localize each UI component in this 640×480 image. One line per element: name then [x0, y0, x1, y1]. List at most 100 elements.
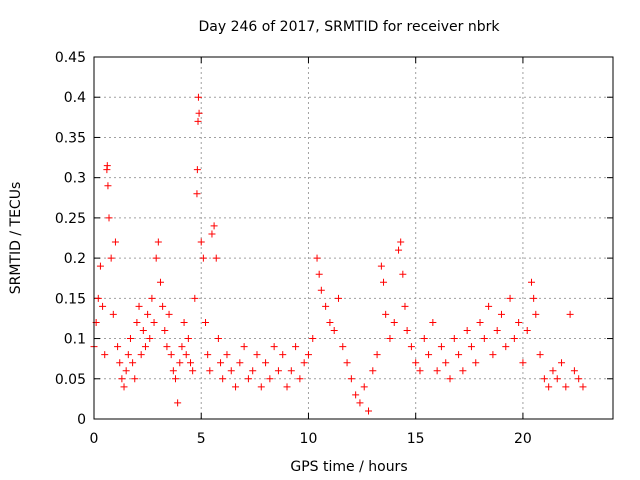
data-point: [129, 359, 137, 367]
data-point: [150, 318, 158, 326]
y-tick-label: 0.45: [55, 50, 86, 66]
data-point: [139, 327, 147, 335]
data-point: [111, 238, 119, 246]
data-point: [156, 278, 164, 286]
data-point: [399, 270, 407, 278]
data-point: [223, 351, 231, 359]
data-point: [467, 343, 475, 351]
data-point: [94, 294, 102, 302]
data-point: [523, 327, 531, 335]
data-point: [463, 327, 471, 335]
data-point: [137, 351, 145, 359]
data-point: [109, 310, 117, 318]
data-point: [118, 375, 126, 383]
data-point: [120, 383, 128, 391]
data-point: [506, 294, 514, 302]
data-point: [300, 359, 308, 367]
data-point: [493, 327, 501, 335]
data-point: [126, 335, 134, 343]
data-point: [96, 262, 104, 270]
data-point: [101, 351, 109, 359]
data-point: [356, 399, 364, 407]
plot-frame: [93, 56, 614, 420]
data-point: [515, 318, 523, 326]
data-point: [412, 359, 420, 367]
data-point: [152, 254, 160, 262]
data-point: [420, 335, 428, 343]
y-tick-label: 0.2: [64, 251, 86, 267]
data-point: [279, 351, 287, 359]
y-tick-label: 0.35: [55, 130, 86, 146]
data-point: [558, 359, 566, 367]
data-point: [519, 359, 527, 367]
data-point: [219, 375, 227, 383]
data-point: [566, 310, 574, 318]
data-point: [244, 375, 252, 383]
y-tick-label: 0: [77, 412, 86, 428]
data-point: [104, 182, 112, 190]
data-point: [217, 359, 225, 367]
data-point: [283, 383, 291, 391]
data-point: [317, 286, 325, 294]
data-point: [450, 335, 458, 343]
x-axis-title: GPS time / hours: [290, 459, 407, 475]
x-tick-label: 5: [197, 431, 206, 447]
data-point: [530, 294, 538, 302]
data-point: [472, 359, 480, 367]
data-point: [195, 109, 203, 117]
data-point: [249, 367, 257, 375]
data-point: [148, 294, 156, 302]
data-point: [253, 351, 261, 359]
x-tick-label: 20: [514, 431, 532, 447]
data-point: [437, 343, 445, 351]
data-point: [292, 343, 300, 351]
data-point: [425, 351, 433, 359]
data-point: [176, 359, 184, 367]
data-point: [194, 93, 202, 101]
data-point: [352, 391, 360, 399]
data-point: [161, 327, 169, 335]
data-point: [189, 367, 197, 375]
data-point: [212, 254, 220, 262]
data-point: [116, 359, 124, 367]
data-point: [365, 407, 373, 415]
y-axis-title: SRMTID / TECUs: [8, 182, 24, 295]
data-point: [141, 343, 149, 351]
data-point: [210, 222, 218, 230]
data-point: [369, 367, 377, 375]
data-point: [455, 351, 463, 359]
data-point: [532, 310, 540, 318]
y-tick-label: 0.15: [55, 291, 86, 307]
data-point: [395, 246, 403, 254]
data-point: [257, 383, 265, 391]
points-layer: [90, 93, 587, 415]
data-point: [274, 367, 282, 375]
y-tick-label: 0.4: [64, 90, 86, 106]
data-point: [236, 359, 244, 367]
data-point: [227, 367, 235, 375]
data-point: [380, 278, 388, 286]
data-point: [545, 383, 553, 391]
data-point: [114, 343, 122, 351]
data-point: [459, 367, 467, 375]
data-point: [105, 214, 113, 222]
data-point: [480, 335, 488, 343]
data-point: [193, 166, 201, 174]
data-point: [502, 343, 510, 351]
x-tick-label: 15: [407, 431, 425, 447]
data-point: [107, 254, 115, 262]
data-point: [214, 335, 222, 343]
data-point: [540, 375, 548, 383]
y-tick-label: 0.25: [55, 211, 86, 227]
data-point: [187, 359, 195, 367]
data-point: [131, 375, 139, 383]
data-point: [174, 399, 182, 407]
y-tick-label: 0.05: [55, 372, 86, 388]
data-point: [287, 367, 295, 375]
y-tick-label: 0.1: [64, 332, 86, 348]
data-point: [296, 375, 304, 383]
data-point: [377, 262, 385, 270]
data-point: [122, 367, 130, 375]
data-point: [553, 375, 561, 383]
